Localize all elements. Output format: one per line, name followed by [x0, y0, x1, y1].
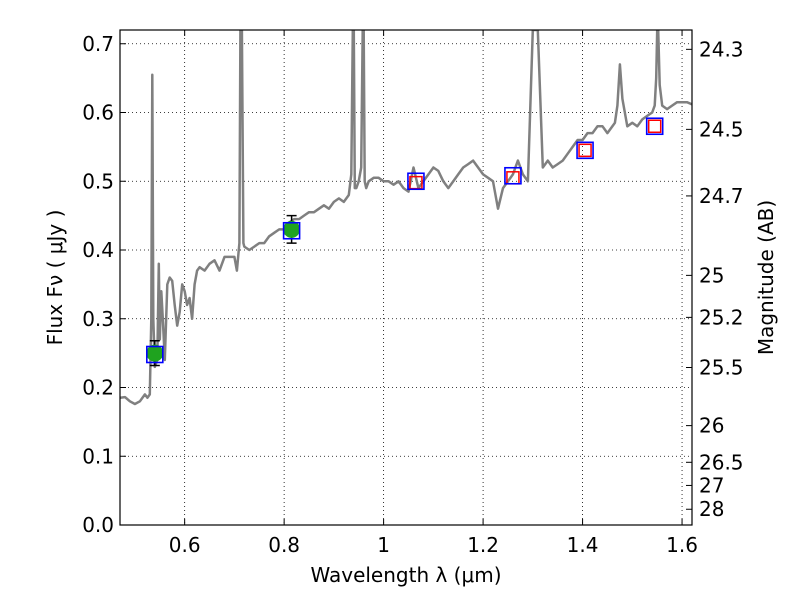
y2-tick-label: 25: [699, 263, 724, 287]
observed-point: [283, 220, 301, 238]
y-tick-label: 0.7: [82, 32, 114, 56]
model-photometry-marker: [576, 141, 594, 160]
grid-layer: [120, 30, 692, 526]
x-tick-label: 1.4: [567, 533, 599, 557]
y2-tick-label: 24.3: [699, 37, 744, 61]
model-photometry-marker: [645, 117, 664, 136]
model-photometry-marker: [282, 221, 301, 240]
x-tick-label: 1.6: [666, 533, 698, 557]
y2-tick-label: 26: [699, 414, 724, 438]
tick-layer: 0.6 0.8 1 1.2 1.4 1.6 0.0 0.1 0.2 0.3 0.4 0.5 0.6 0.7…: [82, 30, 744, 557]
x-tick-label: 0.8: [268, 533, 300, 557]
y-tick-label: 0.4: [82, 238, 114, 262]
marker-layer: [146, 117, 664, 367]
observed-point: [146, 344, 164, 362]
y-tick-label: 0.2: [82, 376, 114, 400]
model-photometry-marker: [146, 345, 164, 364]
y-tick-label: 0.5: [82, 169, 114, 193]
y2-tick-label: 25.2: [699, 305, 744, 329]
x-tick-label: 1: [377, 533, 390, 557]
x-tick-label: 0.6: [169, 533, 201, 557]
x-tick-label: 1.2: [467, 533, 499, 557]
y2-tick-label: 25.5: [699, 355, 744, 379]
y2-tick-label: 28: [699, 497, 724, 521]
y-tick-label: 0.3: [82, 307, 114, 331]
model-photometry-marker: [504, 166, 522, 185]
spectrum-line: [120, 30, 692, 406]
upper-limit-marker: [647, 119, 662, 133]
y-tick-label: 0.0: [82, 513, 114, 537]
model-photometry-marker: [407, 172, 425, 191]
y2-axis-label: Magnitude (AB): [754, 200, 778, 355]
y2-tick-label: 24.5: [699, 117, 744, 141]
y2-tick-label: 24.7: [699, 184, 744, 208]
plot-frame: [119, 29, 693, 526]
upper-limit-marker: [578, 143, 592, 158]
x-axis-label: Wavelength λ (μm): [310, 563, 501, 587]
y-axis-label: Flux Fν ( μJy ): [43, 210, 67, 346]
y2-tick-label: 27: [699, 473, 724, 497]
y2-tick-label: 26.5: [699, 450, 744, 474]
y-tick-label: 0.1: [82, 444, 114, 468]
y-tick-label: 0.6: [82, 101, 114, 125]
series-layer: [120, 30, 692, 406]
